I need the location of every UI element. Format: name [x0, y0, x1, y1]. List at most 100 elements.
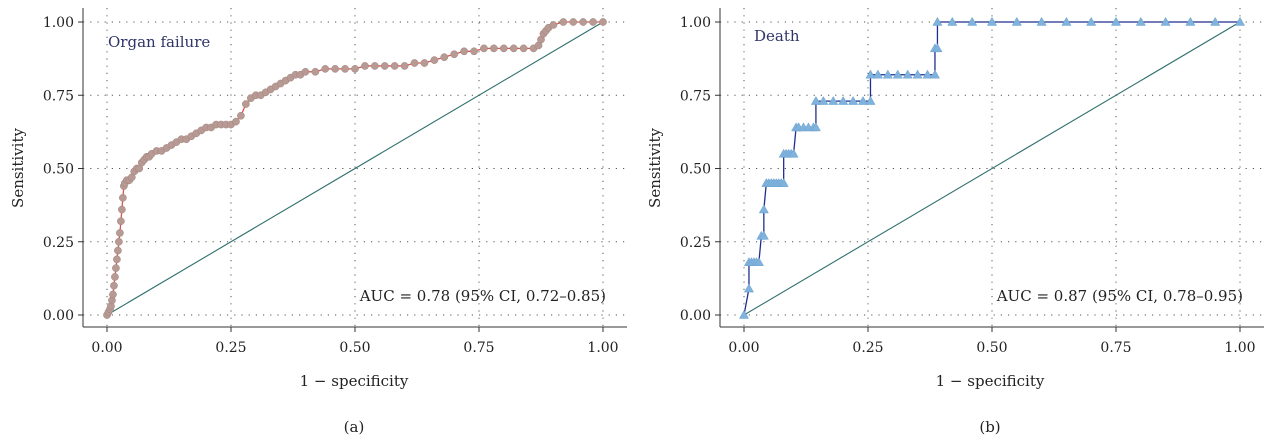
panel-b-roc-curve: [743, 21, 1240, 316]
panel-a-x-tick-label-3: 0.75: [463, 340, 494, 356]
panel-a-y-axis-label: Sensitivity: [9, 128, 27, 208]
panel-b-x-tick-label-4: 1.00: [1224, 340, 1255, 356]
panel-b-point-52: [1036, 16, 1047, 26]
panel-a: 0.00 0.25 0.50 0.75 1.00 0.00 0.25 0.50 0.75 1.0…: [9, 8, 627, 436]
panel-b-point-31: [818, 96, 829, 105]
panel-a-point-9: [113, 255, 121, 264]
panel-b-point-55: [1110, 16, 1122, 26]
panel-b-y-tick-label-2: 0.50: [680, 162, 711, 178]
panel-a-markers: [103, 18, 607, 319]
panel-b-reference-line: [743, 21, 1241, 316]
panel-b-point-32: [828, 96, 839, 105]
panel-b-roc-line: [743, 21, 1240, 316]
panel-b-point-39: [882, 69, 893, 79]
panel-b-point-47: [932, 16, 943, 26]
panel-b-point-51: [1011, 16, 1022, 26]
panel-a-point-13: [117, 217, 125, 226]
panel-b-point-29: [810, 122, 821, 132]
panel-b-y-tick-label-4: 1.00: [680, 15, 711, 31]
panel-a-point-68: [390, 62, 399, 70]
panel-b-x-tick-label-2: 0.50: [976, 340, 1007, 356]
panel-b-auc-annotation: AUC = 0.87 (95% CI, 0.78–0.95): [996, 287, 1243, 305]
panel-a-point-78: [490, 44, 498, 53]
panel-a-y-tick-label-1: 0.25: [43, 235, 74, 251]
panel-a-reference-diagonal: [106, 21, 604, 316]
panel-a-point-15: [119, 193, 127, 202]
panel-b-point-57: [1160, 16, 1171, 26]
panel-a-point-81: [519, 44, 528, 53]
panel-b-grid: [720, 8, 1264, 327]
panel-a-point-60: [311, 67, 320, 76]
panel-a-x-axis-label: 1 − specificity: [300, 372, 409, 390]
panel-a-grid: [83, 8, 627, 327]
panel-a-point-80: [509, 44, 518, 53]
panel-a-title: Organ failure: [108, 33, 210, 51]
panel-b-x-tick-label-3: 0.75: [1100, 340, 1131, 356]
panel-a-point-76: [470, 47, 478, 56]
panel-b-point-48: [947, 16, 958, 26]
panel-a-point-93: [599, 18, 607, 26]
panel-b-title: Death: [754, 27, 800, 45]
panel-b-point-22: [788, 148, 799, 158]
panel-a-point-88: [549, 21, 558, 29]
panel-b-point-58: [1185, 16, 1196, 26]
panel-b: 0.00 0.25 0.50 0.75 1.00 0.00 0.25 0.50 0.75 1.0…: [646, 8, 1264, 436]
panel-a-point-65: [361, 62, 369, 70]
panel-b-point-34: [848, 96, 859, 105]
panel-a-y-tick-label-4: 1.00: [43, 15, 74, 31]
panel-a-auc-annotation: AUC = 0.78 (95% CI, 0.72–0.85): [359, 287, 606, 305]
panel-b-point-50: [986, 16, 998, 26]
panel-a-point-6: [110, 281, 118, 290]
panel-a-y-tick-label-3: 0.75: [43, 88, 74, 104]
panel-a-point-79: [499, 44, 508, 53]
panel-b-y-ticks: 0.00 0.25 0.50 0.75 1.00: [680, 15, 720, 324]
panel-b-x-ticks: 0.00 0.25 0.50 0.75 1.00: [728, 327, 1256, 356]
panel-a-point-77: [480, 44, 488, 53]
panel-a-point-75: [460, 47, 468, 56]
panel-a-point-7: [111, 273, 119, 281]
panel-b-point-42: [912, 69, 923, 79]
panel-b-point-6: [753, 257, 764, 266]
panel-b-point-40: [892, 69, 903, 79]
panel-a-point-10: [114, 246, 122, 255]
panel-a-point-14: [118, 205, 126, 214]
panel-b-point-46: [932, 43, 943, 53]
panel-b-point-53: [1061, 16, 1072, 26]
panel-a-point-92: [589, 18, 597, 26]
panel-b-point-8: [758, 230, 769, 240]
panel-b-sublabel: (b): [979, 418, 1000, 436]
panel-a-roc-line: [106, 21, 603, 316]
panel-b-y-tick-label-1: 0.25: [680, 235, 711, 251]
panel-b-point-37: [865, 69, 876, 79]
panel-a-point-12: [116, 229, 124, 237]
panel-b-point-41: [902, 69, 913, 79]
panel-b-point-56: [1135, 16, 1146, 26]
panel-a-point-66: [370, 62, 379, 70]
panel-b-point-1: [743, 283, 754, 293]
panel-b-point-59: [1210, 16, 1221, 26]
panel-b-point-35: [858, 96, 869, 105]
panel-a-y-tick-label-2: 0.50: [43, 162, 74, 178]
panel-a-point-61: [321, 65, 330, 73]
panel-a-x-ticks: 0.00 0.25 0.50 0.75 1.00: [91, 327, 619, 356]
panel-a-point-64: [351, 65, 359, 73]
panel-a-reference-line: [106, 21, 604, 316]
panel-b-point-9: [758, 204, 769, 214]
panel-b-markers: [738, 16, 1246, 319]
panel-b-x-axis-label: 1 − specificity: [936, 372, 1045, 390]
panel-a-point-73: [440, 53, 449, 62]
panel-a-point-70: [410, 59, 419, 67]
panel-a-point-89: [559, 18, 568, 26]
panel-a-point-91: [579, 18, 588, 26]
panel-a-point-5: [109, 290, 117, 299]
panel-a-x-tick-label-4: 1.00: [587, 340, 618, 356]
panel-a-point-45: [232, 117, 240, 126]
panel-b-point-36: [865, 96, 876, 105]
panel-b-reference-diagonal: [743, 21, 1241, 316]
panel-a-point-71: [420, 59, 429, 67]
panel-b-point-33: [838, 96, 849, 105]
panel-b-point-30: [810, 96, 821, 105]
panel-b-point-38: [872, 69, 883, 79]
panel-a-point-59: [301, 67, 310, 76]
